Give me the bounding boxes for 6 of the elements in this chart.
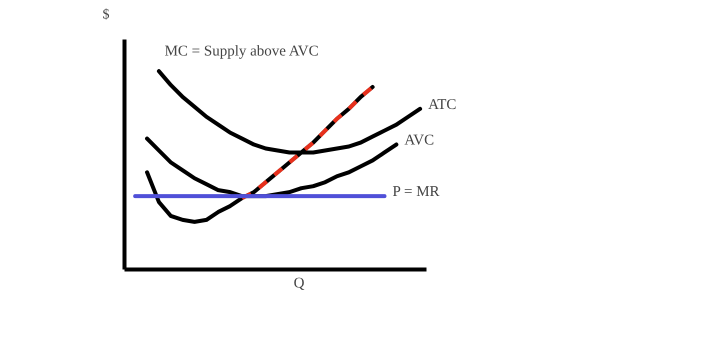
series-label: AVC xyxy=(404,132,434,149)
series-label: ATC xyxy=(428,96,456,113)
text: MC = Supply above AVC xyxy=(164,43,319,60)
series-label: P = MR xyxy=(392,184,440,200)
x-axis-title: Q xyxy=(294,276,305,292)
y-axis-title: $ xyxy=(102,8,110,22)
